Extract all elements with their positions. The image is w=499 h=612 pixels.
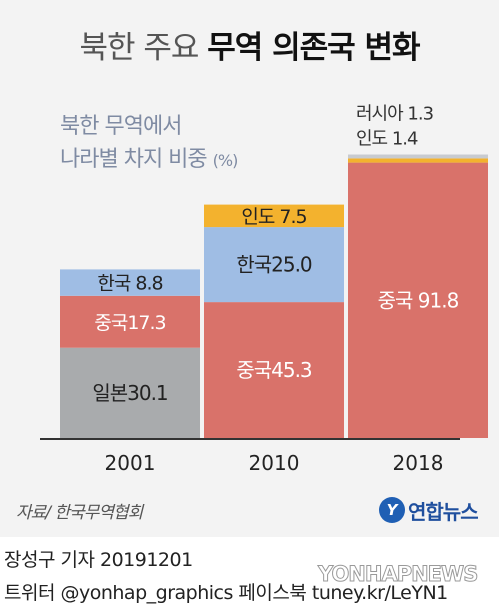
chart-title: 북한 주요 무역 의존국 변화: [0, 22, 499, 67]
segment-label-2018-0: 중국 91.8: [378, 288, 459, 312]
segment-label-2001-2: 한국 8.8: [97, 273, 162, 295]
subtitle-line-1: 북한 무역에서: [60, 114, 182, 139]
bar-2001-segment-2: [60, 269, 200, 296]
watermark: YONHAPNEWS: [317, 562, 478, 587]
title-light: 북한 주요: [79, 30, 208, 66]
byline: 장성구 기자 20191201: [4, 549, 193, 571]
segment-label-2010-2: 인도 7.5: [241, 206, 306, 228]
bar-2018-segment-0: [348, 162, 488, 438]
subtitle-line-2: 나라별 차지 비중 (%): [60, 141, 239, 173]
bar-2018-segment-2: [348, 154, 488, 159]
bar-2001-segment-1: [60, 295, 200, 348]
yonhap-logo-icon: Y: [379, 497, 405, 523]
segment-label-2010-1: 한국25.0: [236, 253, 312, 277]
source-note: 자료/ 한국무역협회: [16, 503, 143, 523]
subtitle-unit: (%): [212, 151, 239, 170]
bar-2010-segment-2: [204, 204, 344, 228]
annotation-2018-1: 인도 1.4: [356, 129, 418, 150]
x-tick-label-2001: 2001: [105, 451, 156, 475]
bar-2001-segment-0: [60, 347, 200, 438]
yonhap-logo-text: 연합뉴스: [408, 499, 479, 524]
social-links: 트위터 @yonhap_graphics 페이스북 tuney.kr/LeYN1: [4, 582, 448, 604]
x-tick-label-2010: 2010: [249, 451, 300, 475]
bar-2010-segment-1: [204, 227, 344, 303]
chart-card: 북한 주요 무역 의존국 변화 북한 무역에서 나라별 차지 비중 (%) 일본…: [0, 0, 499, 537]
bar-2018-segment-1: [348, 158, 488, 163]
x-tick-label-2018: 2018: [393, 451, 444, 475]
bar-2010-segment-0: [204, 302, 344, 438]
segment-label-2010-0: 중국45.3: [236, 358, 312, 382]
title-bold: 무역 의존국 변화: [207, 30, 420, 66]
segment-label-2001-1: 중국17.3: [94, 312, 165, 334]
annotation-2018-0: 러시아 1.3: [356, 104, 434, 125]
yonhap-logo: Y 연합뉴스: [379, 496, 479, 524]
stacked-bar-chart: 일본30.1 중국17.3 한국 8.8 2001 중국45.3 한국25.0 인도 7.5…: [40, 104, 488, 475]
segment-label-2001-0: 일본30.1: [92, 381, 167, 405]
subtitle-text: 나라별 차지 비중: [60, 147, 208, 172]
